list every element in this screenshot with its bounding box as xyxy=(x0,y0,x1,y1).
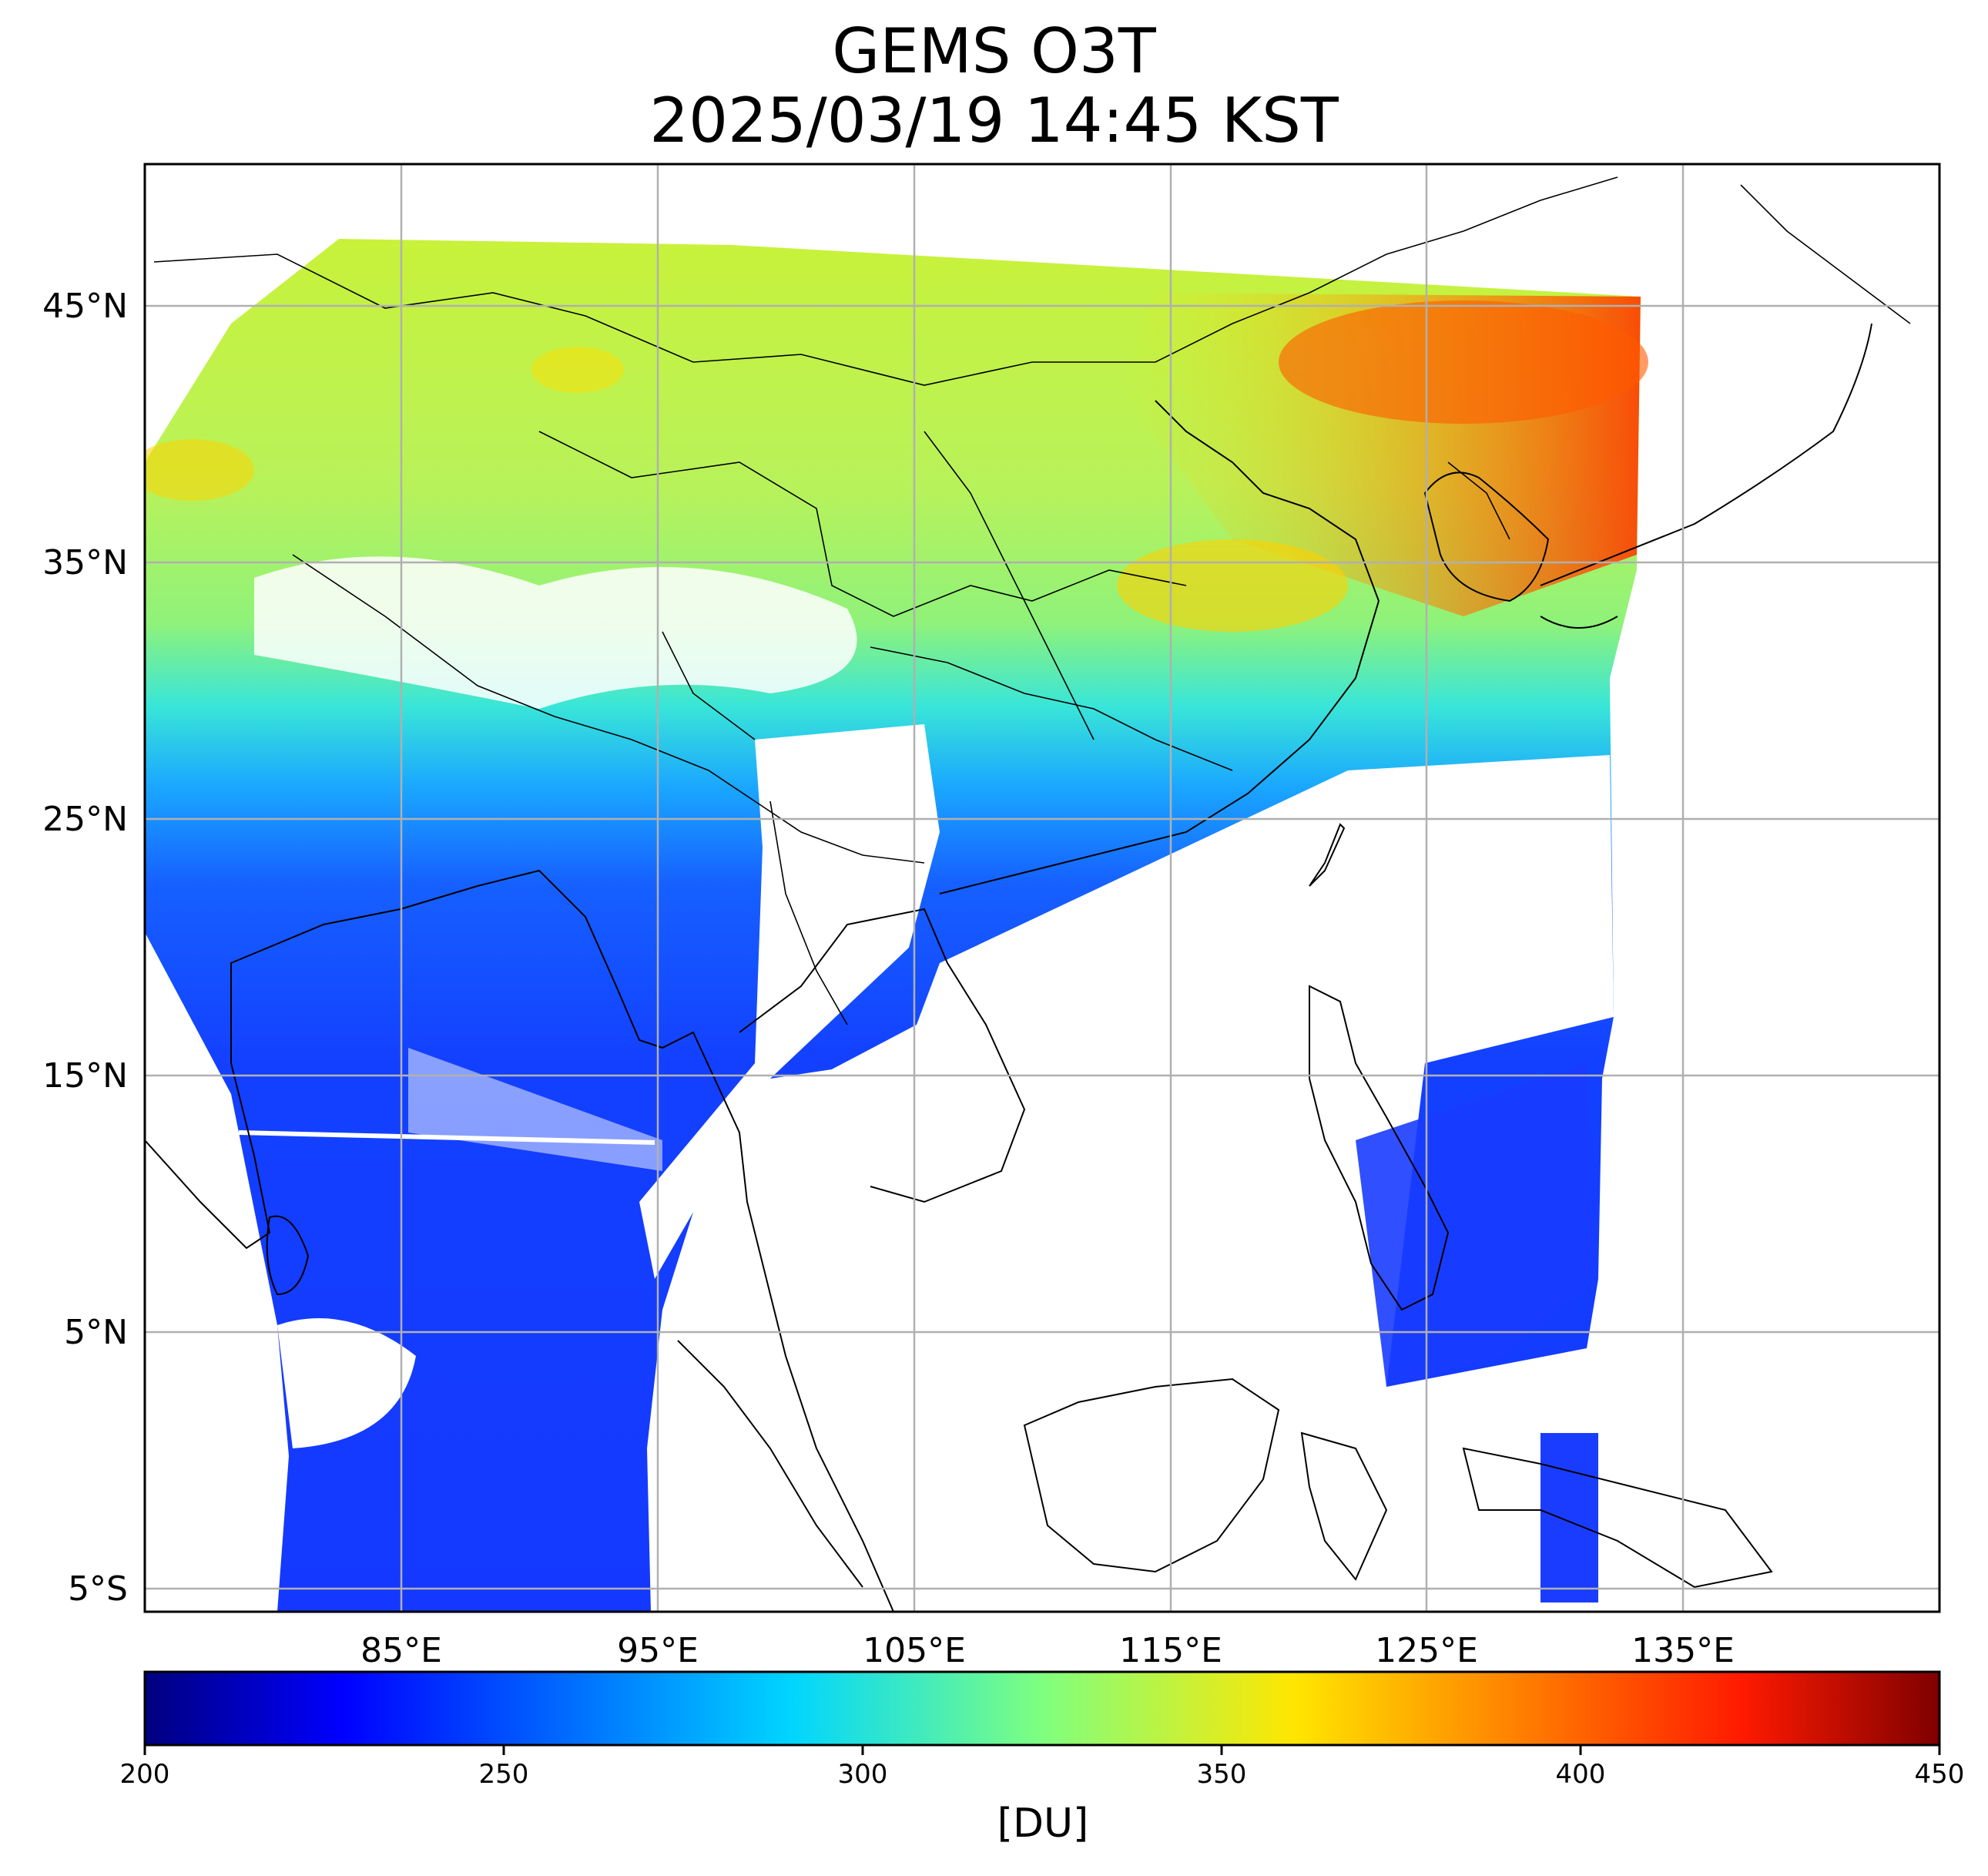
colorbar-tick-300: 300 xyxy=(837,1759,888,1790)
map-frame xyxy=(143,163,1941,1613)
colorbar-ticks xyxy=(143,1745,1941,1755)
colorbar xyxy=(143,1670,1941,1747)
lon-label-135e: 135°E xyxy=(1631,1631,1735,1670)
map-timestamp: 2025/03/19 14:45 KST xyxy=(649,85,1339,156)
lat-label-5n: 5°N xyxy=(64,1313,128,1352)
colorbar-tick-350: 350 xyxy=(1196,1759,1247,1790)
map-title: GEMS O3T xyxy=(832,15,1156,87)
coastlines xyxy=(145,323,1872,1612)
lon-label-95e: 95°E xyxy=(617,1631,699,1670)
colorbar-unit-label: [DU] xyxy=(997,1800,1089,1847)
lat-label-5s: 5°S xyxy=(68,1569,128,1609)
lat-label-45n: 45°N xyxy=(42,287,128,326)
colorbar-tick-250: 250 xyxy=(478,1759,529,1790)
lat-label-25n: 25°N xyxy=(42,800,128,839)
ozone-field xyxy=(145,239,1648,1612)
colorbar-tick-400: 400 xyxy=(1555,1759,1606,1790)
lon-label-115e: 115°E xyxy=(1119,1631,1222,1670)
lon-label-105e: 105°E xyxy=(863,1631,966,1670)
lat-label-35n: 35°N xyxy=(42,543,128,582)
lon-label-125e: 125°E xyxy=(1375,1631,1478,1670)
colorbar-tick-450: 450 xyxy=(1914,1759,1965,1790)
country-borders xyxy=(153,176,1911,1025)
graticule xyxy=(145,164,1939,1612)
lat-label-15n: 15°N xyxy=(42,1056,128,1096)
lon-label-85e: 85°E xyxy=(360,1631,442,1670)
colorbar-tick-200: 200 xyxy=(119,1759,170,1790)
